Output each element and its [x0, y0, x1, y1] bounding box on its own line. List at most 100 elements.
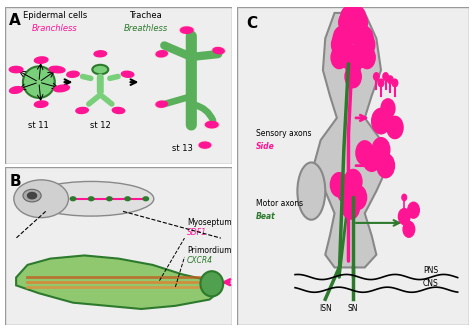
Ellipse shape: [156, 51, 167, 57]
Circle shape: [346, 4, 361, 25]
Circle shape: [70, 197, 76, 201]
Circle shape: [331, 33, 349, 57]
Circle shape: [351, 44, 368, 68]
Ellipse shape: [213, 48, 224, 54]
Text: Motor axons: Motor axons: [255, 199, 303, 208]
Circle shape: [356, 26, 373, 51]
Circle shape: [349, 185, 366, 210]
Circle shape: [344, 20, 362, 44]
Circle shape: [408, 202, 419, 218]
Ellipse shape: [49, 66, 65, 73]
Circle shape: [89, 197, 94, 201]
Circle shape: [351, 22, 368, 46]
FancyArrowPatch shape: [82, 76, 91, 78]
Text: SN: SN: [348, 304, 358, 313]
Circle shape: [331, 46, 347, 69]
Ellipse shape: [54, 85, 69, 92]
Text: Trachea: Trachea: [129, 11, 162, 20]
Ellipse shape: [23, 66, 55, 98]
Circle shape: [378, 79, 384, 87]
Text: Primordium: Primordium: [187, 246, 231, 256]
FancyBboxPatch shape: [5, 7, 232, 164]
Text: A: A: [9, 13, 21, 28]
Ellipse shape: [206, 121, 218, 128]
Ellipse shape: [199, 142, 210, 148]
Ellipse shape: [94, 51, 107, 57]
Circle shape: [27, 193, 36, 199]
Ellipse shape: [35, 57, 48, 63]
Ellipse shape: [155, 50, 168, 57]
Ellipse shape: [179, 26, 194, 34]
Ellipse shape: [9, 66, 23, 73]
Text: st 13: st 13: [172, 144, 192, 153]
Text: B: B: [9, 174, 21, 189]
Ellipse shape: [121, 71, 134, 77]
Circle shape: [356, 39, 373, 63]
Ellipse shape: [156, 101, 167, 107]
FancyArrowPatch shape: [167, 97, 189, 103]
Circle shape: [372, 108, 390, 134]
Circle shape: [23, 189, 41, 202]
Circle shape: [338, 44, 356, 68]
Ellipse shape: [212, 47, 225, 54]
Circle shape: [345, 65, 361, 88]
Text: Branchless: Branchless: [32, 24, 78, 33]
Circle shape: [125, 197, 130, 201]
FancyBboxPatch shape: [5, 167, 232, 325]
Text: Epidermal cells: Epidermal cells: [23, 11, 87, 20]
Circle shape: [341, 18, 356, 38]
FancyArrowPatch shape: [89, 96, 98, 104]
Circle shape: [402, 194, 407, 201]
FancyArrowPatch shape: [164, 46, 189, 56]
Circle shape: [330, 173, 348, 197]
Text: ISN: ISN: [319, 304, 332, 313]
Circle shape: [356, 141, 374, 165]
Ellipse shape: [112, 108, 125, 113]
Ellipse shape: [204, 121, 219, 129]
Circle shape: [342, 195, 360, 219]
Circle shape: [372, 138, 390, 162]
Circle shape: [143, 197, 148, 201]
Circle shape: [392, 79, 398, 87]
Ellipse shape: [9, 87, 23, 93]
Ellipse shape: [28, 181, 154, 216]
Circle shape: [359, 46, 375, 69]
Circle shape: [341, 7, 356, 27]
Circle shape: [403, 221, 415, 237]
FancyArrowPatch shape: [110, 76, 118, 78]
Circle shape: [339, 12, 354, 33]
Circle shape: [388, 76, 393, 84]
Polygon shape: [314, 13, 388, 267]
Ellipse shape: [198, 141, 212, 149]
Circle shape: [333, 26, 351, 51]
Circle shape: [353, 12, 367, 33]
Circle shape: [383, 73, 388, 80]
Text: Breathless: Breathless: [124, 24, 168, 33]
FancyArrowPatch shape: [194, 105, 213, 120]
Ellipse shape: [297, 162, 325, 220]
Ellipse shape: [67, 71, 79, 77]
Circle shape: [346, 20, 361, 41]
Circle shape: [357, 33, 375, 57]
Text: CXCR4: CXCR4: [187, 256, 213, 265]
Ellipse shape: [35, 101, 48, 107]
Text: Myoseptum: Myoseptum: [187, 218, 231, 227]
Text: Sensory axons: Sensory axons: [255, 129, 311, 138]
Text: Beat: Beat: [255, 212, 275, 221]
Circle shape: [381, 99, 395, 118]
Circle shape: [351, 7, 365, 27]
Ellipse shape: [92, 65, 108, 74]
Circle shape: [363, 147, 381, 171]
Text: PNS: PNS: [423, 266, 438, 275]
Circle shape: [345, 53, 361, 75]
Ellipse shape: [201, 271, 223, 297]
Text: Side: Side: [255, 142, 274, 151]
Circle shape: [377, 154, 394, 178]
Circle shape: [107, 197, 112, 201]
Circle shape: [399, 209, 410, 224]
Ellipse shape: [76, 108, 88, 113]
Circle shape: [351, 18, 365, 38]
Ellipse shape: [155, 101, 169, 108]
Circle shape: [337, 179, 355, 203]
FancyArrowPatch shape: [102, 96, 112, 104]
